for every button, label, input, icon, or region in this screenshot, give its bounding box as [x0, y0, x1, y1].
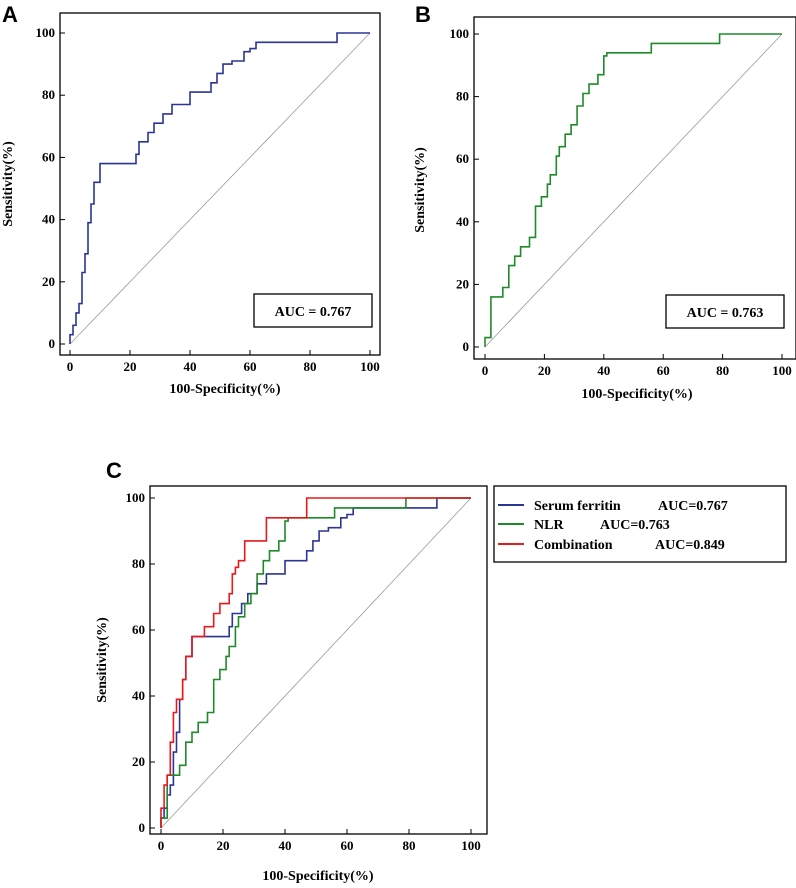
panel-b-x-tick-label: 80 [716, 363, 729, 378]
panel-c-y-tick-label: 60 [132, 622, 145, 637]
panel-a-y-tick-label: 20 [42, 274, 55, 289]
panel-c-x-tick-label: 60 [341, 838, 354, 853]
panel-b-x-axis-title: 100-Specificity(%) [581, 387, 693, 402]
panel-b-y-tick-label: 60 [456, 151, 469, 166]
panel-b-x-tick-label: 20 [538, 363, 551, 378]
panel-a-auc-label: AUC = 0.767 [275, 305, 352, 320]
panel-c-x-axis-title: 100-Specificity(%) [262, 869, 374, 884]
panel-c-x-tick-label: 100 [461, 838, 481, 853]
panel-c-y-axis-title: Sensitivity(%) [95, 617, 110, 703]
panel-b-axes: 0 20 40 60 80 100 0 20 40 60 80 100 [450, 26, 792, 378]
panel-b-x-tick-label: 60 [657, 363, 670, 378]
panel-b-x-tick-label: 40 [597, 363, 610, 378]
panel-a-plot-frame [59, 12, 381, 356]
panel-c-legend: Serum ferritin AUC=0.767 NLR AUC=0.763 C… [493, 485, 787, 563]
panel-b: B 0 20 40 60 80 100 0 20 40 60 80 100 100-Specifici… [413, 2, 796, 402]
legend-label-serum-ferritin: Serum ferritin [534, 499, 621, 514]
legend-auc-serum-ferritin: AUC=0.767 [658, 499, 728, 514]
panel-a-y-tick-label: 60 [42, 149, 55, 164]
panel-c-y-tick-label: 40 [132, 688, 145, 703]
panel-a-auc-box [253, 293, 373, 328]
panel-a-x-axis-title: 100-Specificity(%) [169, 382, 281, 397]
panel-c-roc-curve-combination [160, 497, 471, 828]
panel-b-y-tick-label: 0 [463, 339, 470, 354]
panel-b-y-tick-label: 40 [456, 214, 469, 229]
panel-c-y-tick-label: 80 [132, 556, 145, 571]
legend-entry-serum-ferritin: Serum ferritin AUC=0.767 [498, 499, 728, 514]
panel-b-auc-label: AUC = 0.763 [687, 306, 764, 321]
panel-c-x-tick-label: 0 [158, 838, 165, 853]
panel-c-reference-diagonal [160, 497, 472, 829]
legend-box [493, 485, 787, 563]
legend-label-combination: Combination [534, 538, 613, 553]
panel-a: A 0 20 40 60 80 100 0 20 40 60 80 100 100-Specifici… [1, 2, 381, 397]
panel-b-x-tick-label: 0 [482, 363, 489, 378]
panel-b-y-tick-label: 100 [450, 26, 470, 41]
panel-c-axes: 0 20 40 60 80 100 0 20 40 60 80 100 [126, 490, 481, 853]
panel-c-y-tick-label: 100 [126, 490, 146, 505]
legend-auc-combination: AUC=0.849 [655, 538, 725, 553]
panel-b-reference-diagonal [484, 33, 783, 348]
panel-b-roc-curve-nlr [484, 33, 782, 347]
panel-c-roc-curve-nlr [160, 497, 471, 828]
panel-b-y-axis-title: Sensitivity(%) [413, 147, 428, 233]
panel-c-series [160, 497, 471, 828]
panel-a-reference-diagonal [69, 32, 371, 345]
panel-b-label: B [415, 2, 431, 27]
panel-a-x-tick-label: 40 [184, 359, 197, 374]
panel-c-x-tick-label: 20 [217, 838, 230, 853]
panel-b-plot-frame [473, 16, 796, 360]
panel-a-x-tick-label: 20 [124, 359, 137, 374]
panel-b-x-tick-label: 100 [772, 363, 792, 378]
panel-b-auc-box [665, 294, 785, 329]
legend-entry-combination: Combination AUC=0.849 [498, 538, 725, 553]
legend-auc-nlr: AUC=0.763 [600, 518, 670, 533]
panel-c-plot-frame [149, 485, 488, 835]
panel-b-series [484, 33, 782, 347]
panel-a-y-tick-label: 40 [42, 212, 55, 227]
legend-label-nlr: NLR [534, 518, 564, 533]
panel-c-x-tick-label: 80 [403, 838, 416, 853]
panel-a-x-tick-label: 80 [304, 359, 317, 374]
panel-a-x-tick-label: 100 [360, 359, 380, 374]
panel-a-label: A [2, 2, 18, 27]
panel-c-y-tick-label: 20 [132, 754, 145, 769]
panel-a-series [69, 32, 370, 344]
panel-a-x-tick-label: 0 [67, 359, 74, 374]
panel-a-axes: 0 20 40 60 80 100 0 20 40 60 80 100 [36, 25, 380, 374]
panel-a-y-axis-title: Sensitivity(%) [1, 141, 16, 227]
panel-b-y-tick-label: 80 [456, 89, 469, 104]
panel-b-y-tick-label: 20 [456, 276, 469, 291]
panel-c: C 0 20 40 60 80 100 0 20 40 60 80 100 100-Specifici… [95, 458, 787, 884]
panel-c-x-tick-label: 40 [279, 838, 292, 853]
panel-a-x-tick-label: 60 [244, 359, 257, 374]
panel-c-y-tick-label: 0 [139, 820, 146, 835]
panel-a-roc-curve-serum-ferritin [69, 32, 370, 344]
panel-a-y-tick-label: 0 [49, 336, 56, 351]
panel-a-y-tick-label: 100 [36, 25, 56, 40]
panel-c-label: C [106, 458, 122, 483]
panel-a-y-tick-label: 80 [42, 87, 55, 102]
legend-entry-nlr: NLR AUC=0.763 [498, 518, 670, 533]
